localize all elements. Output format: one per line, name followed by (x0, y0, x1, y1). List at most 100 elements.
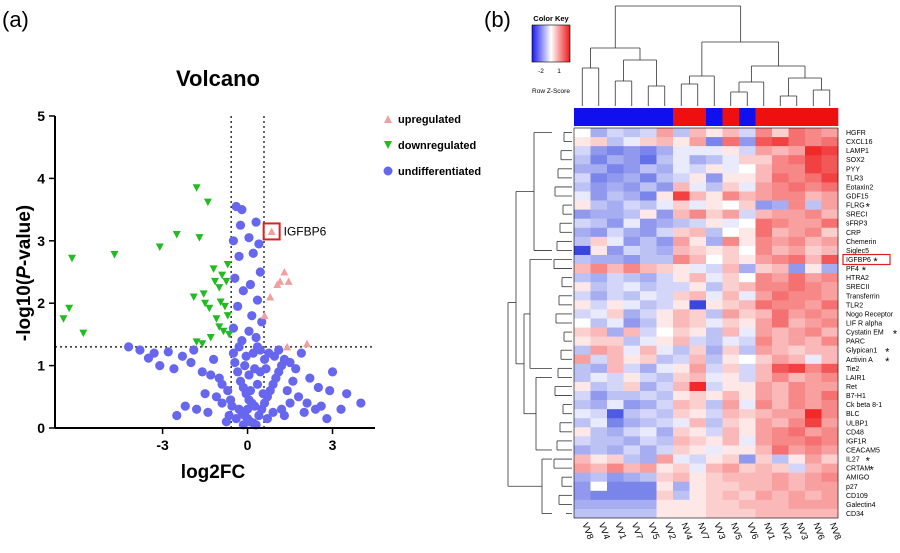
heatmap-cell (755, 173, 773, 183)
volcano-axes: 0 1 2 3 4 5 -3 0 3 (37, 108, 375, 453)
heatmap-cell (788, 436, 806, 446)
row-label: SRECI (846, 212, 867, 219)
row-label: LIF R alpha (846, 321, 882, 328)
heatmap-cell (590, 363, 608, 374)
heatmap-cell (805, 409, 822, 419)
heatmap-cell (821, 508, 839, 519)
heatmap-cell (739, 454, 756, 464)
legend-label-upregulated: upregulated (398, 114, 461, 126)
heatmap-cell (640, 245, 657, 256)
heatmap-cell (689, 164, 707, 174)
color-key-title: Color Key (533, 14, 569, 23)
heatmap-cell (590, 300, 608, 310)
heatmap-cell (574, 327, 591, 337)
undifferentiated-point-95 (268, 407, 278, 417)
heatmap-cell (788, 427, 806, 437)
heatmap-cell (805, 209, 822, 219)
heatmap-cell (656, 273, 674, 283)
heatmap-cell (788, 354, 806, 365)
heatmap-cell (755, 309, 773, 319)
heatmap-cell (673, 418, 690, 428)
undifferentiated-point-17 (257, 317, 267, 327)
heatmap-cell (788, 327, 806, 337)
heatmap-cell (755, 508, 773, 519)
heatmap-cell (640, 291, 657, 301)
heatmap-cell (788, 182, 806, 192)
heatmap-cell (607, 391, 624, 401)
heatmap-cell (607, 418, 624, 428)
heatmap-cell (706, 227, 723, 238)
heatmap-cell (673, 291, 690, 301)
heatmap-cell (772, 354, 789, 365)
heatmap-cell (623, 264, 641, 274)
heatmap-cell (673, 227, 690, 238)
heatmap-cell (788, 445, 806, 455)
heatmap-cell (722, 345, 740, 356)
undifferentiated-point-59 (231, 414, 241, 424)
heatmap-cell (805, 146, 822, 156)
heatmap-cell (722, 137, 740, 147)
downregulated-point-24 (215, 323, 224, 331)
undifferentiated-point-14 (252, 295, 263, 305)
heatmap-cell (640, 454, 657, 464)
heatmap-cell (623, 155, 641, 165)
heatmap-cell (689, 200, 707, 210)
heatmap-cell (607, 327, 624, 337)
heatmap-cell (656, 236, 674, 247)
heatmap-cell (656, 146, 674, 156)
heatmap-cell (739, 354, 756, 365)
highlight-row-box (842, 253, 891, 266)
heatmap-cell (590, 481, 608, 492)
undifferentiated-point-3 (228, 236, 239, 246)
heatmap-cell (607, 345, 624, 356)
heatmap-cell (739, 227, 756, 238)
heatmap-cell (590, 264, 608, 274)
heatmap-cell (755, 345, 773, 356)
heatmap-cell (607, 336, 624, 346)
heatmap-cell (739, 173, 756, 183)
heatmap-cell (821, 318, 839, 328)
undifferentiated-point-30 (143, 353, 154, 363)
heatmap-cell (623, 254, 641, 265)
heatmap-cell (623, 282, 641, 292)
heatmap-cell (739, 218, 756, 229)
heatmap-cell (590, 173, 608, 183)
heatmap-cell (706, 490, 723, 501)
heatmap-cell (739, 327, 756, 337)
heatmap-cell (689, 427, 707, 437)
heatmap-cell (623, 128, 641, 138)
heatmap-cell (640, 409, 657, 419)
undifferentiated-point-116 (285, 398, 295, 408)
heatmap-cell (788, 345, 806, 356)
group-bar-cell-NV4 (673, 108, 690, 126)
heatmap-cell (739, 309, 756, 319)
heatmap-cell (689, 481, 707, 492)
heatmap-cell (788, 200, 806, 210)
row-dendrogram (507, 132, 572, 514)
heatmap-cell (673, 445, 690, 455)
heatmap-cell (788, 245, 806, 256)
undifferentiated-point-78 (302, 398, 312, 408)
heatmap-cell (788, 472, 806, 483)
heatmap-cell (821, 381, 839, 392)
heatmap-cell (623, 209, 641, 219)
heatmap-cell (821, 173, 839, 183)
heatmap-cell (607, 427, 624, 437)
heatmap-cell (590, 164, 608, 174)
heatmap-cell (656, 209, 674, 219)
heatmap-cell (706, 481, 723, 492)
heatmap-cell (656, 300, 674, 310)
undifferentiated-point-31 (189, 345, 199, 355)
heatmap-cell (574, 499, 591, 510)
downregulated-point-19 (216, 298, 225, 306)
heatmap-cell (788, 409, 806, 419)
undifferentiated-point-5 (235, 220, 246, 230)
heatmap-cell (656, 463, 674, 473)
column-label: VV8 (580, 521, 595, 540)
heatmap-cell (706, 363, 723, 374)
heatmap-cell (590, 391, 608, 401)
column-label: VV1 (613, 521, 628, 540)
row-label: HGFR (846, 130, 866, 137)
heatmap-cell (640, 472, 657, 483)
heatmap-cell (640, 345, 657, 356)
